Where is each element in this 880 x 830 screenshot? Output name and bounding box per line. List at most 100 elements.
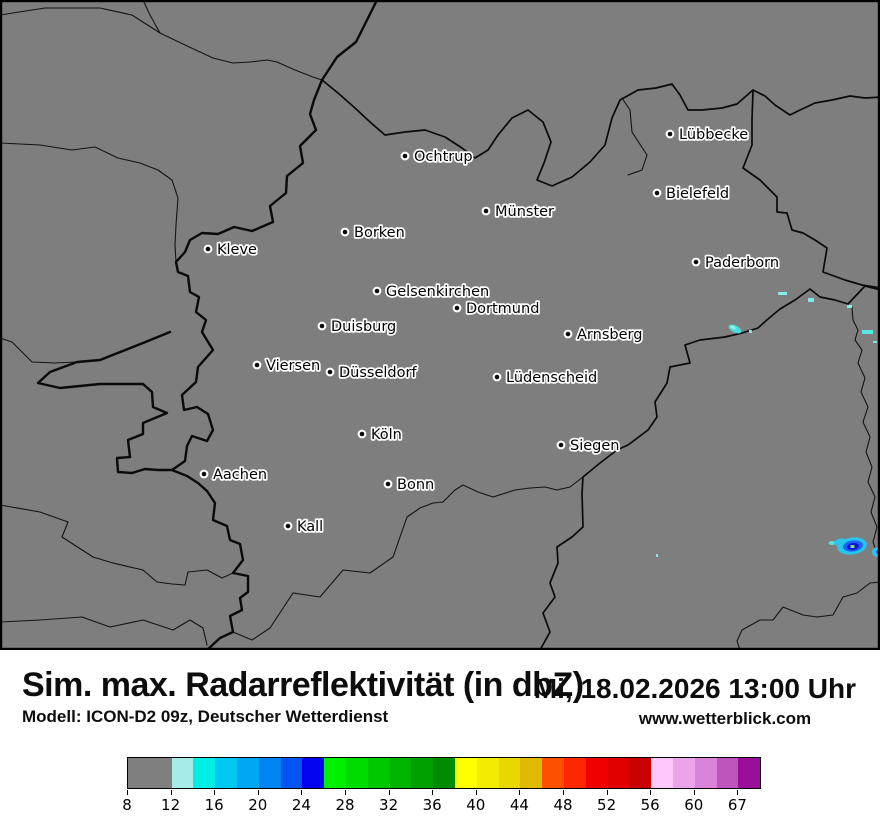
radar-echo — [808, 298, 814, 302]
city-label: Kleve — [217, 242, 257, 258]
forecast-datetime: Mi, 18.02.2026 13:00 Uhr — [533, 673, 856, 704]
city-label: Gelsenkirchen — [386, 284, 489, 300]
colorbar-segment — [215, 758, 237, 788]
radar-echoes — [656, 292, 880, 557]
colorbar-segment — [520, 758, 543, 788]
city-marker: Münster — [481, 202, 556, 222]
colorbar-ticklabel: 36 — [422, 796, 442, 814]
city-marker: Kleve — [203, 240, 259, 260]
colorbar-segment — [672, 758, 695, 788]
city-dot — [285, 523, 291, 529]
colorbar-ticklabel: 20 — [248, 796, 268, 814]
colorbar-tickmark — [214, 790, 216, 795]
colorbar-ticklabel: 52 — [597, 796, 617, 814]
city-marker: Kall — [283, 517, 325, 537]
colorbar-segment — [171, 758, 194, 788]
city-label: Münster — [495, 204, 554, 220]
city-marker: Duisburg — [317, 317, 398, 337]
city-dot — [205, 246, 211, 252]
city-dot — [667, 131, 673, 137]
radar-echo — [847, 305, 852, 308]
city-label: Ochtrup — [414, 149, 473, 165]
radar-map-canvas: Ochtrup Lübbecke Bielefeld Münster Borken Kle… — [0, 0, 880, 650]
map-frame — [0, 0, 880, 650]
colorbar-segment — [345, 758, 368, 788]
city-marker: Ochtrup — [400, 147, 474, 167]
city-marker: Viersen — [252, 356, 322, 376]
radar-echo — [873, 341, 877, 343]
city-label: Siegen — [570, 438, 619, 454]
city-dot — [385, 481, 391, 487]
colorbar-tickmark — [345, 790, 346, 795]
city-label: Köln — [371, 427, 402, 443]
colorbar-segment — [280, 758, 303, 788]
colorbar-ticklabel: 44 — [509, 796, 529, 814]
city-dot — [558, 442, 564, 448]
colorbar-ticklabel: 67 — [727, 796, 747, 814]
city-label: Viersen — [266, 358, 320, 374]
city-dot — [319, 323, 325, 329]
city-label: Kall — [297, 519, 323, 535]
city-dot — [494, 374, 500, 380]
colorbar-segment — [128, 758, 172, 788]
city-dot — [254, 362, 260, 368]
city-dot — [483, 208, 489, 214]
city-label: Lüdenscheid — [506, 370, 597, 386]
colorbar-tickmark — [257, 790, 259, 795]
colorbar-segment — [694, 758, 717, 788]
page-title: Sim. max. Radarreflektivität (in dbZ) — [22, 666, 584, 704]
city-dot — [454, 305, 460, 311]
colorbar-segment — [193, 758, 216, 788]
colorbar-segment — [433, 758, 455, 788]
colorbar-segment — [324, 758, 346, 788]
city-dot — [693, 259, 699, 265]
colorbar-segment — [629, 758, 652, 788]
colorbar-segment — [411, 758, 434, 788]
colorbar-segment — [498, 758, 521, 788]
colorbar-tickmark — [301, 790, 303, 795]
colorbar-segment — [476, 758, 499, 788]
colorbar-tickmark — [127, 790, 128, 795]
city-dot — [327, 369, 333, 375]
city-dot — [374, 288, 380, 294]
colorbar-segment — [302, 758, 325, 788]
city-label: Aachen — [213, 467, 267, 483]
colorbar-segment — [258, 758, 281, 788]
colorbar-tickmark — [170, 790, 172, 795]
city-marker: Lübbecke — [665, 125, 750, 145]
city-label: Bielefeld — [666, 186, 729, 202]
colorbar-tickmark — [563, 790, 564, 795]
colorbar-ticklabel: 56 — [640, 796, 660, 814]
city-markers: Ochtrup Lübbecke Bielefeld Münster Borken Kle… — [199, 125, 781, 537]
colorbar-ticklabel: 28 — [335, 796, 355, 814]
city-dot — [654, 190, 660, 196]
city-marker: Aachen — [199, 465, 269, 485]
city-marker: Köln — [357, 425, 404, 445]
city-dot — [342, 229, 348, 235]
city-label: Paderborn — [705, 255, 779, 271]
colorbar-segment — [236, 758, 259, 788]
colorbar-tickmark — [519, 790, 521, 795]
radar-echo — [828, 541, 836, 545]
city-marker: Paderborn — [691, 253, 781, 273]
model-info: Modell: ICON-D2 09z, Deutscher Wetterdie… — [22, 707, 389, 726]
city-label: Düsseldorf — [339, 365, 417, 381]
city-marker: Arnsberg — [563, 325, 644, 345]
colorbar-tickmark — [737, 790, 739, 795]
city-marker: Dortmund — [452, 299, 541, 319]
radar-echo — [850, 545, 855, 548]
colorbar-ticklabel: 60 — [684, 796, 704, 814]
city-marker: Lüdenscheid — [492, 368, 599, 388]
radar-echo — [778, 292, 787, 295]
colorbar-segment — [585, 758, 608, 788]
radar-echo — [749, 330, 752, 333]
colorbar-segment — [563, 758, 586, 788]
city-marker: Bonn — [383, 475, 436, 495]
colorbar-segment — [607, 758, 630, 788]
radar-echo — [730, 325, 736, 330]
colorbar-bar — [127, 757, 762, 789]
colorbar-segment — [716, 758, 739, 788]
city-label: Bonn — [397, 477, 434, 493]
city-dot — [565, 331, 571, 337]
